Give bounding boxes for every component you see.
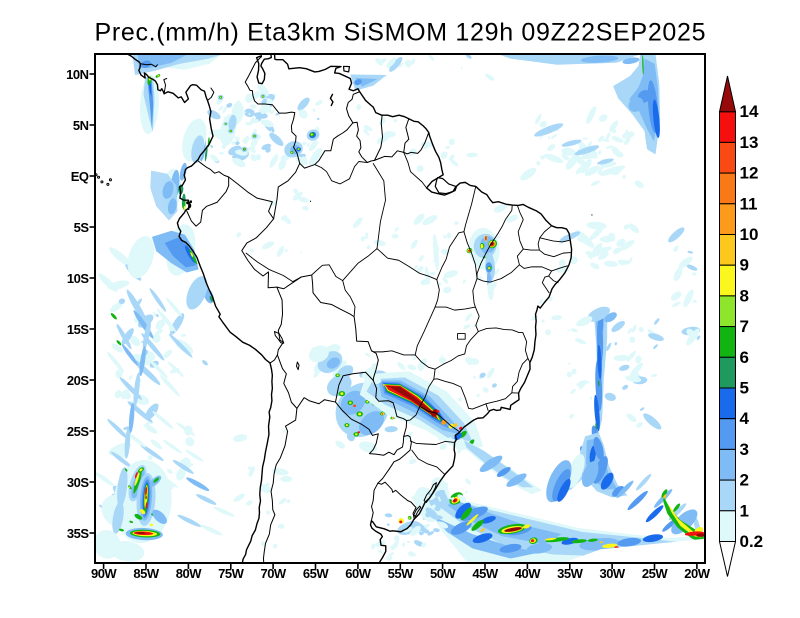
svg-text:5: 5 (740, 379, 749, 398)
svg-text:1: 1 (740, 501, 749, 520)
svg-text:3: 3 (740, 440, 749, 459)
svg-text:5N: 5N (73, 118, 89, 133)
svg-text:10: 10 (740, 225, 759, 244)
svg-text:55W: 55W (388, 566, 414, 581)
svg-text:Prec.(mm/h) Eta3km SiSMOM 129h: Prec.(mm/h) Eta3km SiSMOM 129h 09Z22SEP2… (95, 19, 706, 47)
svg-text:8: 8 (740, 286, 749, 305)
svg-text:50W: 50W (430, 566, 456, 581)
svg-text:10N: 10N (66, 67, 88, 82)
svg-text:7: 7 (740, 317, 749, 336)
svg-text:11: 11 (740, 194, 758, 213)
svg-text:60W: 60W (345, 566, 371, 581)
svg-text:9: 9 (740, 256, 749, 275)
svg-text:70W: 70W (260, 566, 286, 581)
svg-text:5S: 5S (74, 220, 90, 235)
svg-text:35W: 35W (557, 566, 583, 581)
svg-text:30W: 30W (599, 566, 625, 581)
svg-text:80W: 80W (176, 566, 202, 581)
svg-text:12: 12 (740, 164, 759, 183)
svg-text:0.2: 0.2 (740, 532, 764, 551)
svg-text:75W: 75W (218, 566, 244, 581)
svg-text:30S: 30S (67, 475, 89, 490)
svg-text:13: 13 (740, 133, 759, 152)
svg-text:10S: 10S (67, 271, 89, 286)
svg-text:45W: 45W (472, 566, 498, 581)
svg-text:20W: 20W (684, 566, 710, 581)
svg-text:25W: 25W (642, 566, 668, 581)
svg-text:85W: 85W (133, 566, 159, 581)
svg-text:90W: 90W (91, 566, 117, 581)
svg-text:EQ: EQ (71, 169, 89, 184)
svg-text:14: 14 (740, 102, 759, 121)
svg-text:6: 6 (740, 348, 749, 367)
svg-text:15S: 15S (67, 322, 89, 337)
svg-text:65W: 65W (303, 566, 329, 581)
svg-text:2: 2 (740, 471, 749, 490)
svg-text:35S: 35S (67, 526, 89, 541)
svg-text:25S: 25S (67, 424, 89, 439)
svg-text:20S: 20S (67, 373, 89, 388)
svg-text:40W: 40W (515, 566, 541, 581)
svg-text:4: 4 (740, 409, 750, 428)
